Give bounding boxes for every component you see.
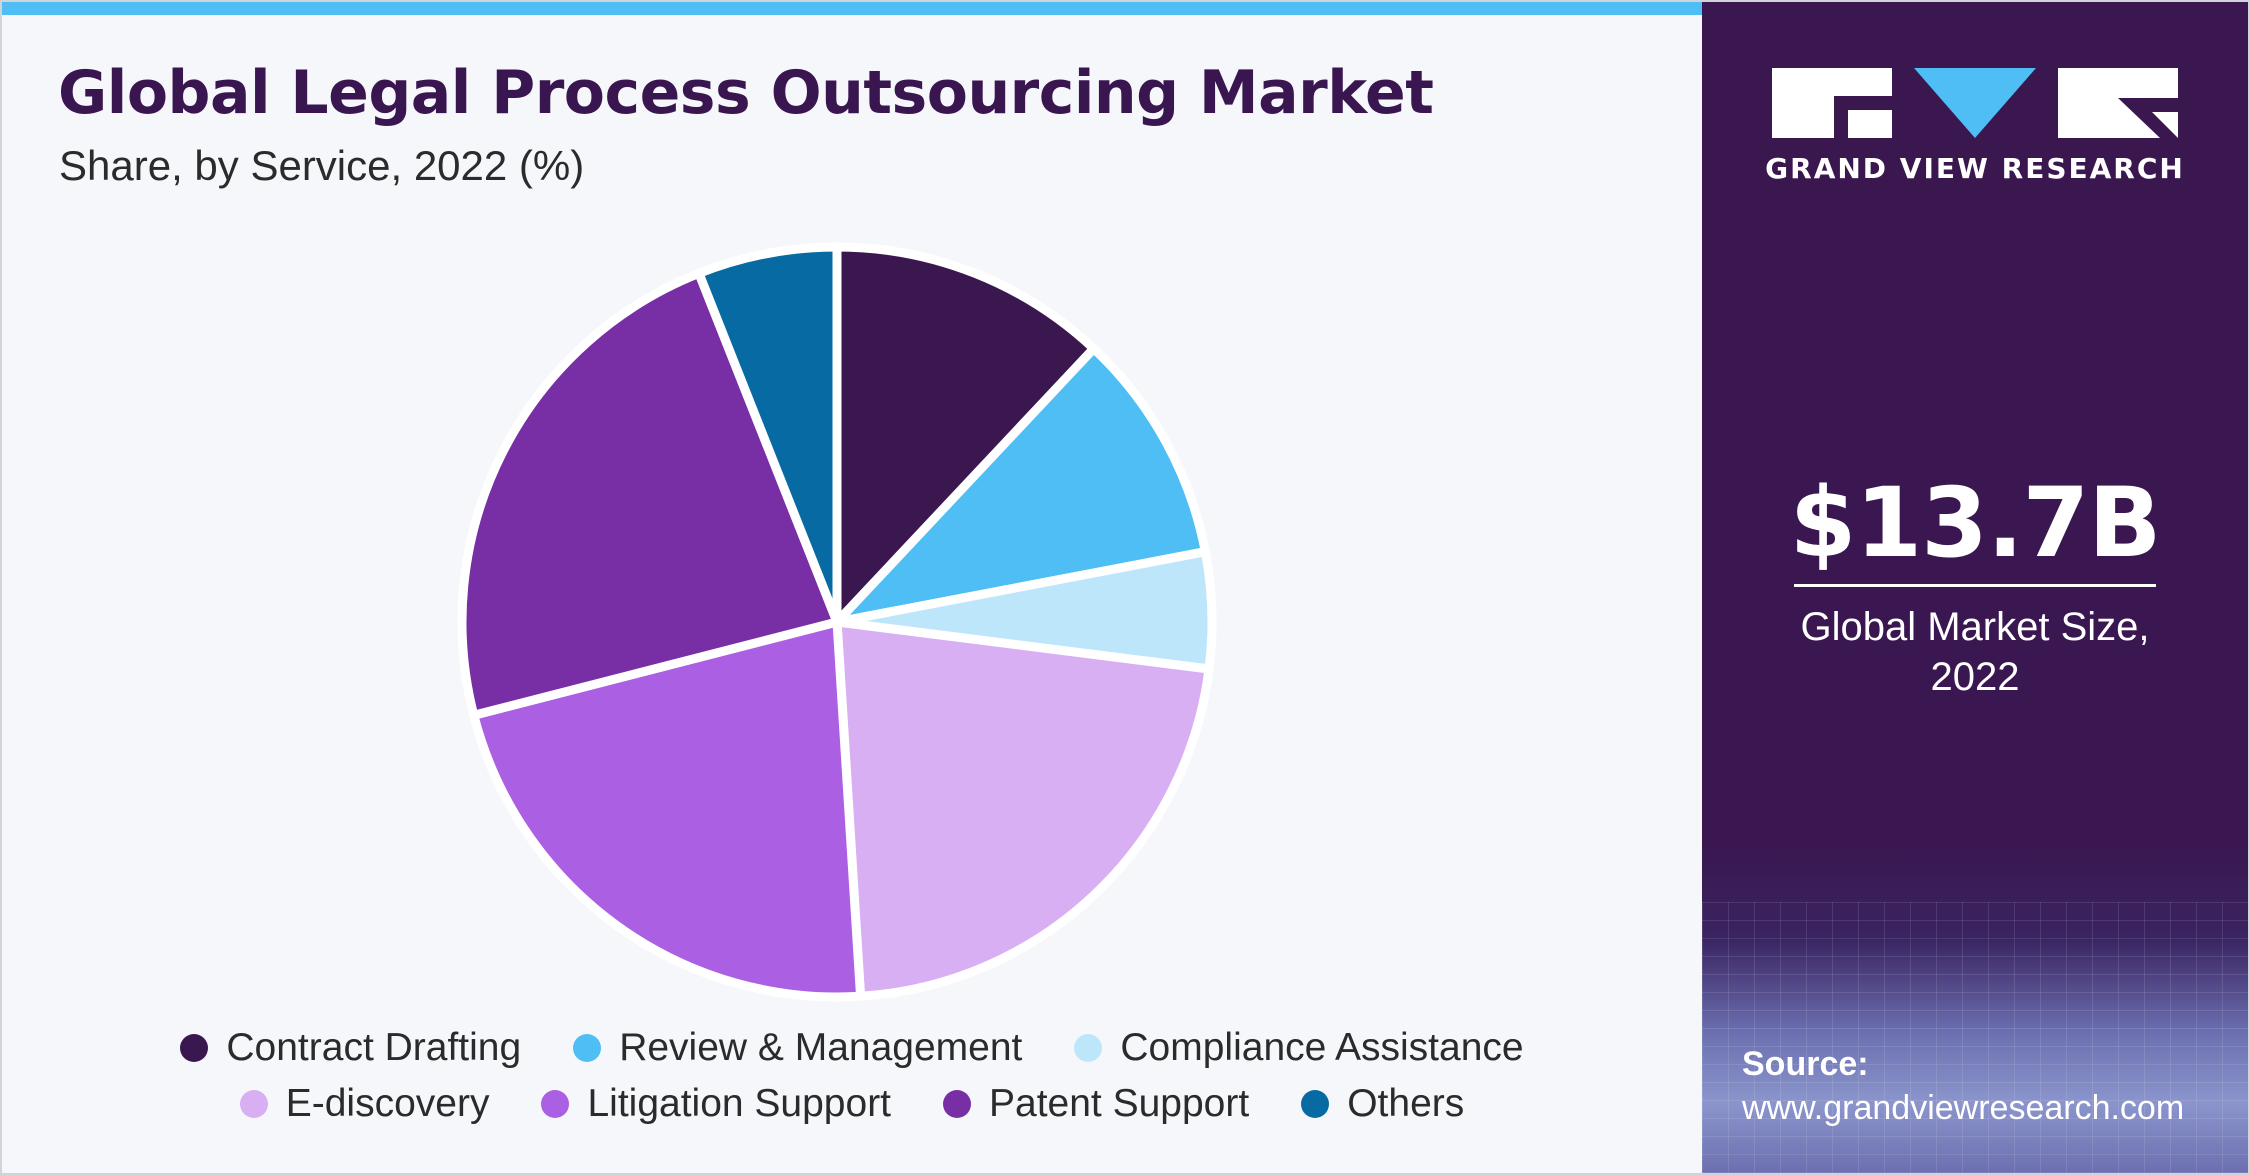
pie-slice-e-discovery [832, 617, 1214, 1001]
legend-label: Review & Management [619, 1026, 1023, 1069]
legend-item: Contract Drafting [180, 1026, 521, 1070]
pie-slice-patent-support [457, 268, 842, 720]
gvr-logo-icon [1772, 68, 2178, 138]
source-label: Source: [1742, 1045, 1869, 1083]
chart-legend: Contract Drafting Review & Management Comp… [2, 1020, 1702, 1132]
legend-swatch [1301, 1090, 1330, 1118]
sidebar-panel: GRAND VIEW RESEARCH $13.7B Global Market… [1702, 2, 2248, 1173]
pie-chart [457, 242, 1217, 1002]
legend-swatch [573, 1034, 602, 1062]
legend-row: E-discovery Litigation Support Patent Supp… [2, 1076, 1702, 1132]
legend-label: Patent Support [989, 1082, 1250, 1125]
market-size-label: Global Market Size, 2022 [1702, 602, 2248, 702]
legend-swatch [1074, 1034, 1103, 1062]
legend-item: E-discovery [239, 1082, 490, 1126]
legend-row: Contract Drafting Review & Management Comp… [2, 1020, 1702, 1076]
legend-label: Contract Drafting [226, 1026, 522, 1069]
brand-name: GRAND VIEW RESEARCH [1765, 152, 2185, 185]
legend-label: E-discovery [285, 1082, 490, 1125]
pie-slice-contract-drafting [832, 242, 1099, 627]
legend-item: Others [1301, 1082, 1464, 1126]
pie-slice-litigation-support [469, 617, 866, 1002]
chart-panel: Global Legal Process Outsourcing Market … [2, 2, 1702, 1173]
legend-item: Review & Management [573, 1026, 1022, 1070]
legend-label: Litigation Support [587, 1082, 892, 1125]
pie-slice-others [694, 242, 842, 627]
market-size-label-line2: 2022 [1930, 655, 2020, 699]
legend-swatch [239, 1090, 268, 1118]
legend-swatch [943, 1090, 972, 1118]
legend-swatch [541, 1090, 570, 1118]
legend-item: Litigation Support [541, 1082, 891, 1126]
accent-bar [2, 2, 1702, 15]
pie-slice-review-management [832, 344, 1210, 627]
source-url[interactable]: www.grandviewresearch.com [1742, 1089, 2185, 1127]
divider [1794, 584, 2156, 587]
market-size-value: $13.7B [1789, 467, 2162, 579]
source-block: Source: www.grandviewresearch.com [1742, 1042, 2184, 1130]
decorative-grid [1702, 902, 2248, 1173]
legend-item: Patent Support [943, 1082, 1249, 1126]
chart-subtitle: Share, by Service, 2022 (%) [59, 142, 585, 189]
legend-swatch [180, 1034, 209, 1062]
legend-label: Compliance Assistance [1120, 1026, 1524, 1069]
legend-item: Compliance Assistance [1074, 1026, 1524, 1070]
chart-title: Global Legal Process Outsourcing Market [58, 58, 1434, 128]
legend-label: Others [1347, 1082, 1465, 1125]
market-size-label-line1: Global Market Size, [1800, 605, 2150, 649]
